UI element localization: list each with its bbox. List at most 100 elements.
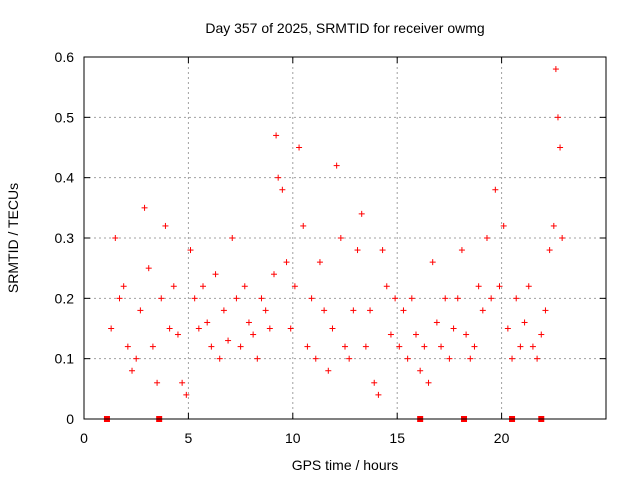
data-point bbox=[421, 343, 428, 350]
data-point bbox=[392, 295, 399, 302]
data-point bbox=[229, 235, 236, 241]
data-point bbox=[400, 307, 407, 314]
data-point bbox=[166, 325, 173, 332]
data-point bbox=[271, 271, 278, 278]
data-point bbox=[216, 355, 223, 362]
data-points bbox=[108, 66, 566, 398]
data-point bbox=[262, 307, 269, 314]
data-point bbox=[534, 355, 541, 362]
data-point bbox=[321, 307, 328, 314]
data-point bbox=[446, 355, 453, 362]
data-point bbox=[425, 379, 432, 386]
data-point bbox=[300, 222, 307, 229]
data-point bbox=[538, 331, 545, 338]
data-point bbox=[496, 283, 503, 290]
data-point bbox=[200, 283, 207, 290]
data-point bbox=[329, 325, 336, 332]
data-point bbox=[187, 247, 194, 254]
data-point bbox=[333, 162, 340, 169]
data-point bbox=[108, 325, 115, 332]
data-point bbox=[383, 283, 390, 290]
data-point bbox=[183, 391, 190, 398]
data-point bbox=[554, 114, 561, 121]
data-point bbox=[133, 355, 140, 362]
data-point bbox=[471, 343, 478, 350]
data-point bbox=[346, 355, 353, 362]
data-point bbox=[141, 204, 148, 211]
data-point bbox=[158, 295, 165, 302]
data-point bbox=[337, 235, 344, 241]
data-point bbox=[521, 319, 528, 326]
data-point bbox=[362, 343, 369, 350]
data-point bbox=[287, 325, 294, 332]
data-point bbox=[479, 307, 486, 314]
data-point bbox=[342, 343, 348, 350]
data-point bbox=[191, 295, 198, 302]
data-point bbox=[149, 343, 156, 350]
data-point bbox=[546, 247, 553, 254]
data-point bbox=[492, 186, 499, 193]
data-point bbox=[483, 235, 490, 241]
y-tick-label: 0.5 bbox=[55, 109, 75, 125]
data-point bbox=[225, 337, 232, 344]
y-tick-label: 0.4 bbox=[55, 170, 75, 186]
data-point bbox=[170, 283, 177, 290]
axis-ticks: 0 0.1 0.2 0.3 0.4 0.5 0.6 0 5 10 15 20 bbox=[55, 49, 606, 446]
y-tick-label: 0.3 bbox=[55, 230, 75, 246]
data-point bbox=[212, 271, 219, 278]
data-point bbox=[195, 325, 202, 332]
data-point bbox=[204, 319, 211, 326]
x-tick-label: 10 bbox=[285, 430, 301, 446]
data-point bbox=[275, 174, 282, 181]
data-point bbox=[129, 367, 136, 374]
data-point bbox=[237, 343, 244, 350]
data-point bbox=[550, 222, 557, 229]
data-point bbox=[279, 186, 286, 193]
data-point bbox=[241, 283, 248, 290]
data-point bbox=[137, 307, 144, 314]
data-point bbox=[517, 343, 524, 350]
data-point bbox=[254, 355, 261, 362]
data-point bbox=[367, 307, 374, 314]
data-point bbox=[291, 283, 298, 290]
data-point bbox=[513, 295, 520, 302]
data-point bbox=[404, 355, 411, 362]
plot-frame bbox=[83, 56, 607, 420]
data-point bbox=[308, 295, 315, 302]
y-tick-label: 0.1 bbox=[55, 351, 75, 367]
data-point bbox=[488, 295, 495, 302]
data-point bbox=[208, 343, 215, 350]
data-point bbox=[145, 265, 152, 272]
x-tick-label: 5 bbox=[185, 430, 193, 446]
y-tick-label: 0 bbox=[66, 411, 74, 427]
data-point bbox=[525, 283, 532, 290]
data-point bbox=[438, 343, 445, 350]
grid-lines bbox=[84, 57, 606, 419]
y-tick-label: 0.6 bbox=[55, 49, 75, 65]
data-point bbox=[325, 367, 332, 374]
data-point bbox=[552, 66, 559, 73]
data-point bbox=[358, 210, 365, 217]
data-point bbox=[463, 331, 470, 338]
data-point bbox=[304, 343, 311, 350]
data-point bbox=[154, 379, 161, 386]
data-point bbox=[266, 325, 273, 332]
data-point bbox=[529, 343, 536, 350]
data-point bbox=[557, 144, 564, 151]
data-point bbox=[283, 259, 290, 266]
data-point bbox=[500, 222, 507, 229]
data-point bbox=[350, 307, 357, 314]
data-point bbox=[116, 295, 123, 302]
data-point bbox=[396, 343, 403, 350]
y-axis-label: SRMTID / TECUs bbox=[5, 183, 21, 293]
data-point bbox=[387, 331, 394, 338]
data-point bbox=[233, 295, 240, 302]
data-point bbox=[124, 343, 131, 350]
data-point bbox=[312, 355, 319, 362]
y-tick-label: 0.2 bbox=[55, 290, 75, 306]
data-point bbox=[316, 259, 323, 266]
data-point bbox=[450, 325, 457, 332]
x-axis-label: GPS time / hours bbox=[292, 457, 399, 473]
